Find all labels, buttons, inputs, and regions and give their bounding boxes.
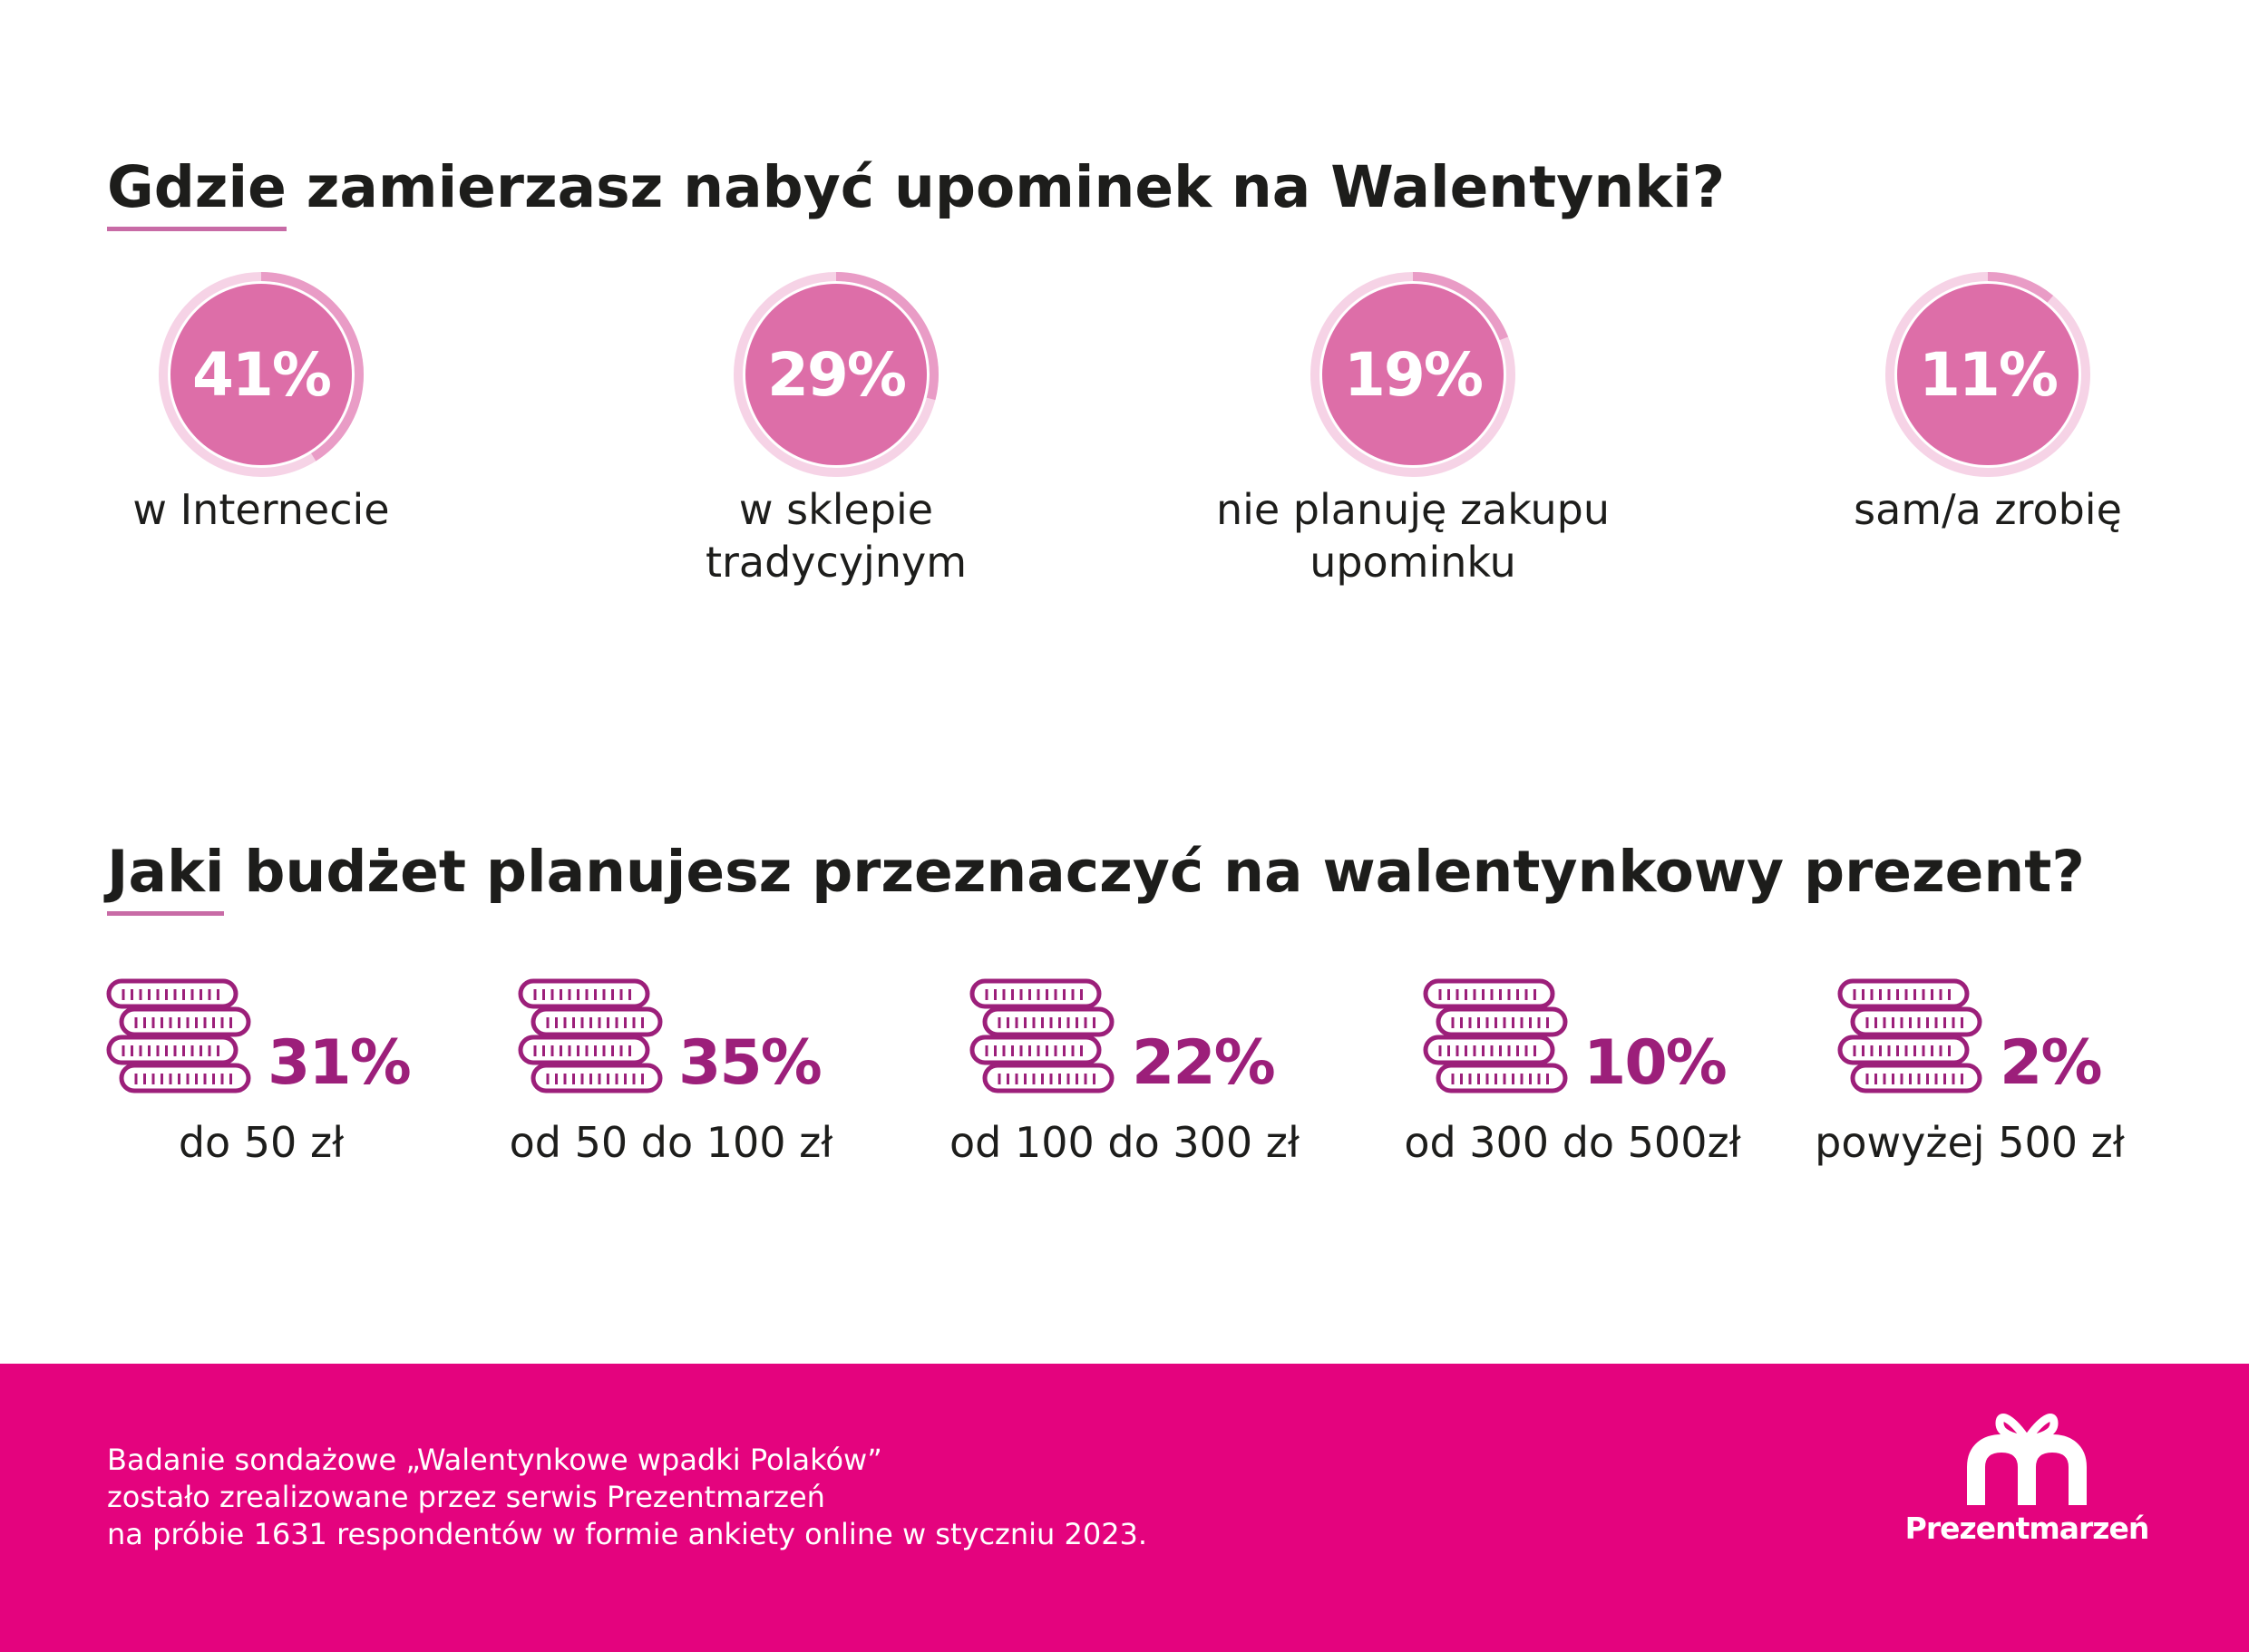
coin bbox=[119, 1063, 251, 1093]
coin bbox=[1850, 1006, 1982, 1037]
survey-note: Badanie sondażowe „Walentynkowe wpadki P… bbox=[107, 1442, 1147, 1553]
donut-3: 19% bbox=[1309, 270, 1517, 479]
donut-center bbox=[1322, 284, 1504, 465]
donut-1: 41% bbox=[157, 270, 365, 479]
donut-value-label: 19% bbox=[1344, 339, 1484, 410]
coin-stack-icon bbox=[106, 978, 251, 1093]
donut-category-line: upominku bbox=[1309, 538, 1516, 587]
donut-center bbox=[745, 284, 927, 465]
coin-stack-icon bbox=[518, 978, 663, 1093]
prezentmarzen-logo: Prezentmarzeń bbox=[1900, 1404, 2154, 1549]
donut-category-line: w Internecie bbox=[132, 485, 390, 534]
logo-wordmark: Prezentmarzeń bbox=[1904, 1511, 2150, 1546]
coin bbox=[1423, 978, 1555, 1009]
donut-value-label: 11% bbox=[1919, 339, 2059, 410]
coin bbox=[518, 978, 650, 1009]
coin bbox=[982, 1063, 1115, 1093]
coin bbox=[531, 1063, 663, 1093]
footer-band bbox=[0, 1364, 2249, 1652]
budget-category-label: od 100 do 300 zł bbox=[949, 1118, 1300, 1167]
coin-stack-icon bbox=[1423, 978, 1568, 1093]
donut-category-line: sam/a zrobię bbox=[1854, 485, 2122, 534]
budget-value-label: 10% bbox=[1583, 1027, 1728, 1099]
coin bbox=[119, 1006, 251, 1037]
budget-value-label: 2% bbox=[2000, 1027, 2102, 1099]
coin bbox=[1436, 1006, 1568, 1037]
coin-stack-icon bbox=[969, 978, 1115, 1093]
budget-value-label: 35% bbox=[678, 1027, 823, 1099]
coin bbox=[106, 978, 239, 1009]
survey-note-line: Badanie sondażowe „Walentynkowe wpadki P… bbox=[107, 1443, 882, 1477]
question-2-title-rest: budżet planujesz przeznaczyć na walentyn… bbox=[224, 839, 2085, 905]
donut-4: 11% bbox=[1884, 270, 2092, 479]
coin bbox=[1850, 1063, 1982, 1093]
coin bbox=[531, 1006, 663, 1037]
coin bbox=[1837, 1035, 1970, 1065]
survey-note-line: zostało zrealizowane przez serwis Prezen… bbox=[107, 1480, 825, 1514]
donut-category-label: sam/a zrobię bbox=[1716, 483, 2249, 536]
coin bbox=[1423, 1035, 1555, 1065]
coin-stack-icon bbox=[1837, 978, 1982, 1093]
coin bbox=[106, 1035, 239, 1065]
donut-center bbox=[170, 284, 352, 465]
question-1-title-keyword: Gdzie bbox=[107, 154, 287, 220]
donut-value-label: 41% bbox=[192, 339, 332, 410]
coin bbox=[969, 1035, 1102, 1065]
donut-value-arc bbox=[1885, 272, 2090, 477]
donut-category-line: w sklepie bbox=[738, 485, 934, 534]
donut-value-label: 29% bbox=[767, 339, 907, 410]
question-1-title-rest: zamierzasz nabyć upominek na Walentynki? bbox=[286, 154, 1726, 220]
donut-center bbox=[1897, 284, 2079, 465]
donut-category-label: w Internecie bbox=[0, 483, 533, 536]
budget-category-label: powyżej 500 zł bbox=[1815, 1118, 2125, 1167]
coin bbox=[518, 1035, 650, 1065]
coin bbox=[1436, 1063, 1568, 1093]
coin bbox=[1837, 978, 1970, 1009]
donut-category-line: tradycyjnym bbox=[705, 538, 968, 587]
budget-category-label: do 50 zł bbox=[178, 1118, 345, 1167]
budget-category-label: od 300 do 500zł bbox=[1404, 1118, 1741, 1167]
question-2-title: Jaki budżet planujesz przeznaczyć na wal… bbox=[107, 839, 2085, 905]
budget-value-label: 22% bbox=[1132, 1027, 1276, 1099]
donut-value-arc bbox=[1310, 272, 1515, 477]
coin bbox=[982, 1006, 1115, 1037]
question-1-title: Gdzie zamierzasz nabyć upominek na Walen… bbox=[107, 154, 1725, 220]
survey-note-line: na próbie 1631 respondentów w formie ank… bbox=[107, 1517, 1148, 1551]
donut-value-arc bbox=[734, 272, 939, 477]
donut-category-label: w sklepie tradycyjnym bbox=[564, 483, 1108, 588]
donut-value-arc bbox=[159, 272, 364, 477]
budget-value-label: 31% bbox=[268, 1027, 412, 1099]
donut-category-line: nie planuję zakupu bbox=[1215, 485, 1611, 534]
question-2-title-keyword: Jaki bbox=[107, 839, 225, 905]
budget-category-label: od 50 do 100 zł bbox=[509, 1118, 833, 1167]
gift-m-logo-icon bbox=[1967, 1414, 2087, 1505]
donut-category-label: nie planuję zakupu upominku bbox=[1141, 483, 1685, 588]
coin bbox=[969, 978, 1102, 1009]
donut-2: 29% bbox=[732, 270, 940, 479]
